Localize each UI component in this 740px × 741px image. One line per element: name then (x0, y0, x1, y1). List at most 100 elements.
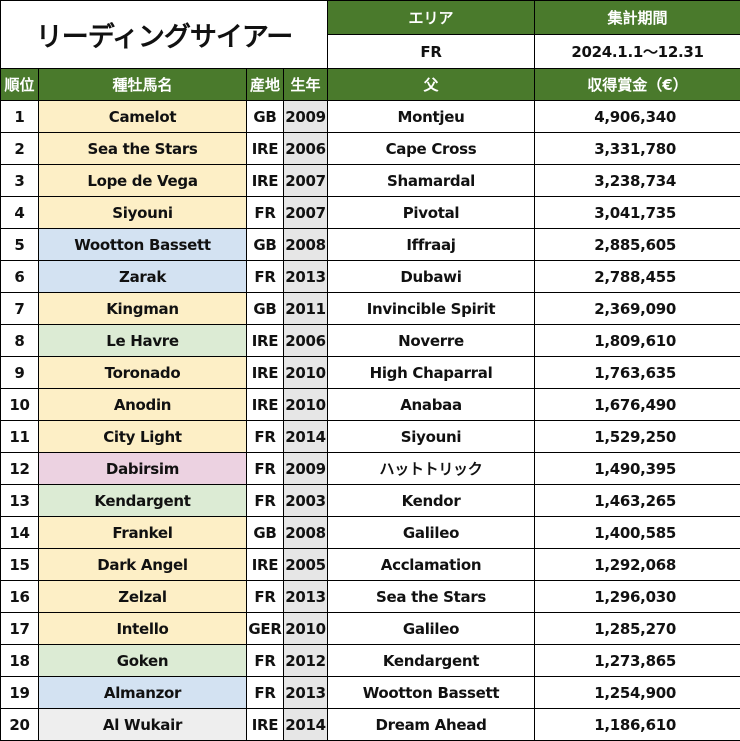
column-header-origin: 産地 (247, 69, 284, 101)
cell-origin: FR (247, 645, 284, 677)
cell-origin: GER (247, 613, 284, 645)
cell-rank: 13 (1, 485, 39, 517)
cell-prize: 1,676,490 (535, 389, 740, 421)
cell-rank: 12 (1, 453, 39, 485)
cell-sire: Siyouni (328, 421, 535, 453)
cell-prize: 1,490,395 (535, 453, 740, 485)
cell-origin: FR (247, 197, 284, 229)
cell-name: Dark Angel (39, 549, 247, 581)
column-header-row: 順位 種牡馬名 産地 生年 父 収得賞金（€） (1, 69, 740, 101)
cell-prize: 1,273,865 (535, 645, 740, 677)
cell-prize: 1,529,250 (535, 421, 740, 453)
cell-rank: 2 (1, 133, 39, 165)
cell-year: 2006 (284, 133, 328, 165)
cell-sire: Dream Ahead (328, 709, 535, 741)
cell-year: 2014 (284, 709, 328, 741)
cell-origin: FR (247, 677, 284, 709)
cell-sire: ハットトリック (328, 453, 535, 485)
cell-name: Almanzor (39, 677, 247, 709)
cell-name: Kingman (39, 293, 247, 325)
cell-year: 2011 (284, 293, 328, 325)
area-label: エリア (328, 1, 535, 35)
cell-prize: 3,331,780 (535, 133, 740, 165)
cell-origin: FR (247, 581, 284, 613)
cell-year: 2008 (284, 517, 328, 549)
cell-name: Camelot (39, 101, 247, 133)
cell-prize: 2,369,090 (535, 293, 740, 325)
cell-rank: 15 (1, 549, 39, 581)
cell-name: Kendargent (39, 485, 247, 517)
cell-year: 2006 (284, 325, 328, 357)
cell-name: Intello (39, 613, 247, 645)
cell-name: Frankel (39, 517, 247, 549)
cell-sire: Montjeu (328, 101, 535, 133)
cell-prize: 2,788,455 (535, 261, 740, 293)
cell-prize: 1,296,030 (535, 581, 740, 613)
cell-prize: 1,292,068 (535, 549, 740, 581)
column-header-sire: 父 (328, 69, 535, 101)
cell-year: 2009 (284, 453, 328, 485)
period-value: 2024.1.1～12.31 (535, 35, 740, 69)
cell-origin: FR (247, 421, 284, 453)
cell-origin: IRE (247, 357, 284, 389)
cell-prize: 4,906,340 (535, 101, 740, 133)
cell-prize: 1,254,900 (535, 677, 740, 709)
column-header-prize: 収得賞金（€） (535, 69, 740, 101)
cell-rank: 20 (1, 709, 39, 741)
cell-rank: 4 (1, 197, 39, 229)
cell-name: Lope de Vega (39, 165, 247, 197)
cell-year: 2013 (284, 581, 328, 613)
page-title: リーディングサイアー (1, 1, 328, 69)
cell-rank: 9 (1, 357, 39, 389)
cell-year: 2010 (284, 389, 328, 421)
cell-prize: 2,885,605 (535, 229, 740, 261)
cell-origin: IRE (247, 165, 284, 197)
cell-origin: GB (247, 229, 284, 261)
cell-rank: 7 (1, 293, 39, 325)
cell-sire: Kendor (328, 485, 535, 517)
cell-name: Toronado (39, 357, 247, 389)
cell-prize: 1,809,610 (535, 325, 740, 357)
cell-origin: GB (247, 517, 284, 549)
cell-name: Goken (39, 645, 247, 677)
cell-year: 2012 (284, 645, 328, 677)
cell-sire: Galileo (328, 517, 535, 549)
cell-rank: 16 (1, 581, 39, 613)
cell-origin: FR (247, 453, 284, 485)
cell-origin: IRE (247, 325, 284, 357)
cell-rank: 19 (1, 677, 39, 709)
cell-name: Le Havre (39, 325, 247, 357)
cell-rank: 6 (1, 261, 39, 293)
cell-origin: GB (247, 293, 284, 325)
cell-rank: 5 (1, 229, 39, 261)
cell-year: 2010 (284, 613, 328, 645)
cell-year: 2007 (284, 197, 328, 229)
cell-rank: 18 (1, 645, 39, 677)
cell-name: Wootton Bassett (39, 229, 247, 261)
cell-sire: Pivotal (328, 197, 535, 229)
cell-prize: 1,285,270 (535, 613, 740, 645)
cell-name: City Light (39, 421, 247, 453)
cell-sire: Wootton Bassett (328, 677, 535, 709)
cell-name: Dabirsim (39, 453, 247, 485)
cell-year: 2013 (284, 261, 328, 293)
cell-prize: 1,400,585 (535, 517, 740, 549)
cell-sire: Acclamation (328, 549, 535, 581)
cell-sire: Noverre (328, 325, 535, 357)
cell-rank: 1 (1, 101, 39, 133)
cell-year: 2007 (284, 165, 328, 197)
cell-prize: 1,463,265 (535, 485, 740, 517)
